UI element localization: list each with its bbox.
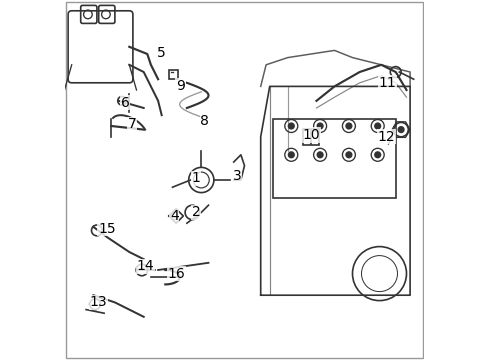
Text: 8: 8 [200, 114, 209, 127]
Circle shape [287, 151, 294, 158]
Circle shape [316, 122, 323, 130]
Text: 9: 9 [176, 79, 184, 93]
Text: 4: 4 [169, 209, 178, 223]
Text: 13: 13 [90, 296, 107, 309]
Circle shape [345, 122, 352, 130]
Text: 2: 2 [191, 206, 200, 219]
Text: 5: 5 [157, 46, 166, 60]
Text: 15: 15 [98, 222, 116, 235]
Text: 14: 14 [137, 260, 154, 273]
Text: 10: 10 [302, 128, 319, 142]
Text: 3: 3 [232, 170, 241, 183]
Circle shape [373, 122, 381, 130]
Circle shape [345, 151, 352, 158]
Circle shape [287, 122, 294, 130]
Text: 6: 6 [121, 96, 129, 109]
Text: 12: 12 [377, 130, 395, 144]
Circle shape [397, 126, 404, 133]
Text: 16: 16 [167, 267, 184, 280]
Circle shape [316, 151, 323, 158]
Text: 7: 7 [127, 117, 136, 131]
Circle shape [373, 151, 381, 158]
Text: 11: 11 [378, 76, 396, 90]
Text: 1: 1 [191, 171, 200, 185]
